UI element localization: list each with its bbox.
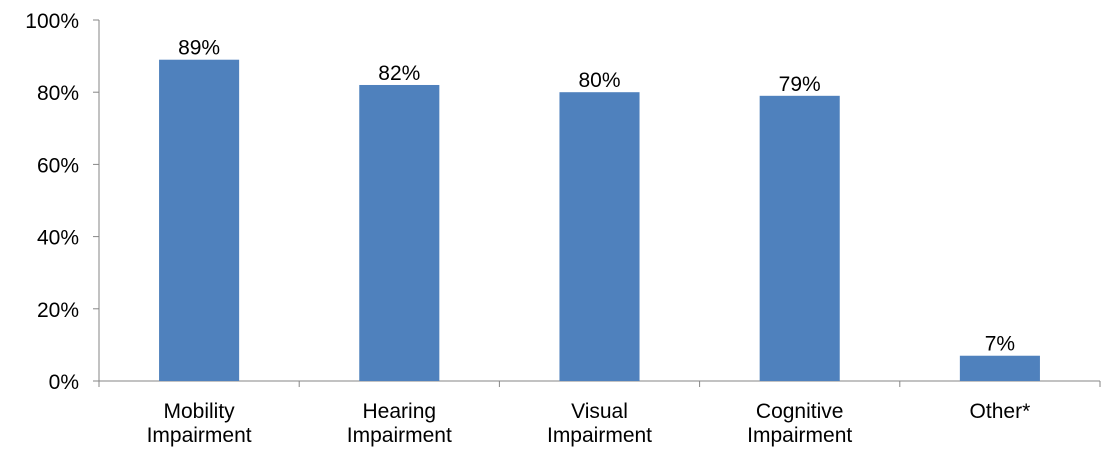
data-label: 80%: [578, 69, 620, 92]
bar: [959, 355, 1040, 381]
category-label-line: Cognitive: [756, 400, 844, 423]
bar: [359, 84, 440, 381]
category-label: Visual Impairment: [547, 400, 652, 447]
y-tick-label: 100%: [25, 10, 79, 33]
bars: [159, 59, 1040, 382]
category-label: Cognitive Impairment: [747, 400, 852, 447]
category-label-line: Impairment: [347, 424, 452, 447]
bar: [559, 92, 640, 381]
data-label: 82%: [378, 62, 420, 85]
bar: [159, 59, 240, 382]
category-label-line: Hearing: [363, 400, 437, 423]
y-tick-label: 80%: [37, 82, 79, 105]
category-label: Mobility Impairment: [147, 400, 252, 447]
category-label: Hearing Impairment: [347, 400, 452, 447]
y-tick-label: 0%: [49, 371, 79, 394]
y-tick-label: 40%: [37, 227, 79, 250]
category-label: Other*: [970, 400, 1031, 423]
y-axis: 0% 20% 40% 60% 80% 100%: [25, 10, 100, 394]
bar: [759, 95, 840, 381]
y-tick-label: 60%: [37, 154, 79, 177]
category-label-line: Mobility: [164, 400, 236, 423]
data-label: 89%: [178, 37, 220, 60]
category-label-line: Impairment: [747, 424, 852, 447]
data-label: 7%: [985, 333, 1015, 356]
category-label-line: Other*: [970, 400, 1031, 423]
category-label-line: Visual: [571, 400, 628, 423]
data-label: 79%: [779, 73, 821, 96]
data-labels: 89% 82% 80% 79% 7%: [178, 37, 1015, 356]
y-tick-label: 20%: [37, 299, 79, 322]
x-axis: [98, 380, 1101, 387]
category-label-line: Impairment: [147, 424, 252, 447]
category-label-line: Impairment: [547, 424, 652, 447]
